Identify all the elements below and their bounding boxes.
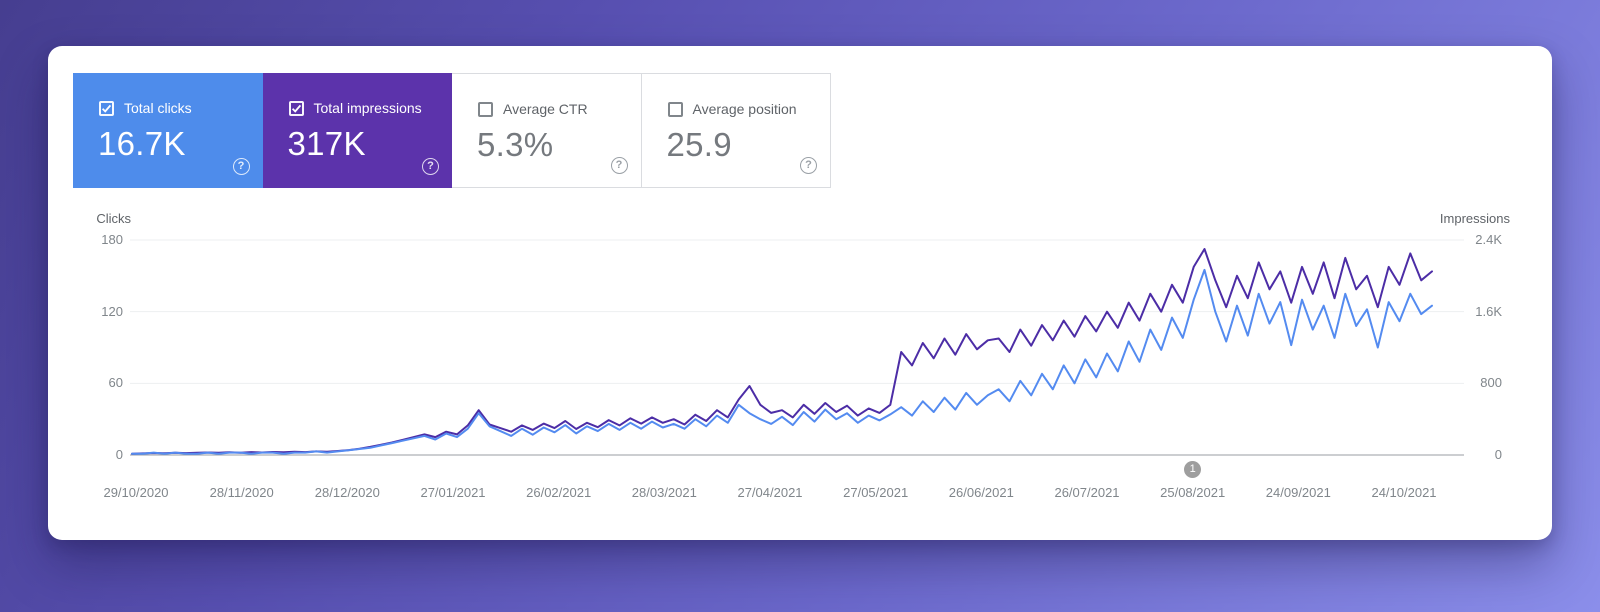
metric-label: Total clicks xyxy=(124,100,192,116)
metric-card-total-impressions[interactable]: Total impressions 317K ? xyxy=(262,73,452,188)
y-axis-tick-label: 0 xyxy=(115,447,123,462)
x-axis-date-label: 28/11/2020 xyxy=(209,485,274,500)
x-axis-date-label: 28/12/2020 xyxy=(314,485,380,500)
metric-label: Average position xyxy=(692,101,797,117)
x-axis-date-label: 26/02/2021 xyxy=(526,485,592,500)
annotation-marker[interactable]: 1 xyxy=(1184,461,1202,478)
x-axis-date-label: 27/04/2021 xyxy=(737,485,803,500)
help-icon[interactable]: ? xyxy=(800,157,817,174)
right-axis-title: Impressions xyxy=(1439,211,1510,226)
checkbox-checked-icon[interactable] xyxy=(288,100,304,116)
metric-card-average-position[interactable]: Average position 25.9 ? xyxy=(641,73,831,188)
checkbox-empty-icon[interactable] xyxy=(478,101,493,117)
metric-label: Average CTR xyxy=(503,101,588,117)
metric-value: 317K xyxy=(287,125,366,162)
metric-card-total-clicks[interactable]: Total clicks 16.7K ? xyxy=(73,73,263,188)
x-axis-date-label: 26/06/2021 xyxy=(948,485,1014,500)
checkbox-empty-icon[interactable] xyxy=(667,101,683,117)
annotation-label: 1 xyxy=(1189,463,1196,475)
y-axis-tick-label: 180 xyxy=(101,232,123,247)
help-icon[interactable]: ? xyxy=(232,158,250,175)
timeseries-chart xyxy=(130,239,1464,456)
x-axis-date-label: 26/07/2021 xyxy=(1054,485,1120,500)
x-axis-date-label: 24/09/2021 xyxy=(1265,485,1331,500)
y-axis-tick-label: 2.4K xyxy=(1475,232,1502,247)
x-axis-date-label: 24/10/2021 xyxy=(1371,485,1437,500)
metric-card-average-ctr[interactable]: Average CTR 5.3% ? xyxy=(452,73,642,188)
search-performance-card: Total clicks 16.7K ? Total impressions 3… xyxy=(48,46,1552,540)
metric-value: 5.3% xyxy=(477,126,554,163)
y-axis-tick-label: 0 xyxy=(1494,447,1502,462)
x-axis-date-label: 29/10/2020 xyxy=(103,485,169,500)
y-axis-tick-label: 1.6K xyxy=(1475,303,1502,319)
metrics-bar: Total clicks 16.7K ? Total impressions 3… xyxy=(73,73,831,188)
x-axis-date-label: 27/01/2021 xyxy=(420,485,486,500)
metric-label: Total impressions xyxy=(313,100,422,116)
y-axis-tick-label: 60 xyxy=(108,375,123,391)
clicks-line xyxy=(131,268,1433,455)
x-axis-date-label: 28/03/2021 xyxy=(631,485,697,500)
checkbox-checked-icon[interactable] xyxy=(99,100,114,116)
metric-value: 25.9 xyxy=(666,126,732,163)
help-icon[interactable]: ? xyxy=(610,157,628,174)
metric-value: 16.7K xyxy=(98,125,186,162)
help-icon[interactable]: ? xyxy=(422,158,439,175)
x-axis-date-label: 27/05/2021 xyxy=(843,485,909,500)
impressions-line xyxy=(131,248,1433,455)
x-axis-date-label: 25/08/2021 xyxy=(1160,485,1226,500)
y-axis-tick-label: 800 xyxy=(1480,375,1502,391)
y-axis-tick-label: 120 xyxy=(101,303,123,319)
left-axis-title: Clicks xyxy=(96,211,131,226)
